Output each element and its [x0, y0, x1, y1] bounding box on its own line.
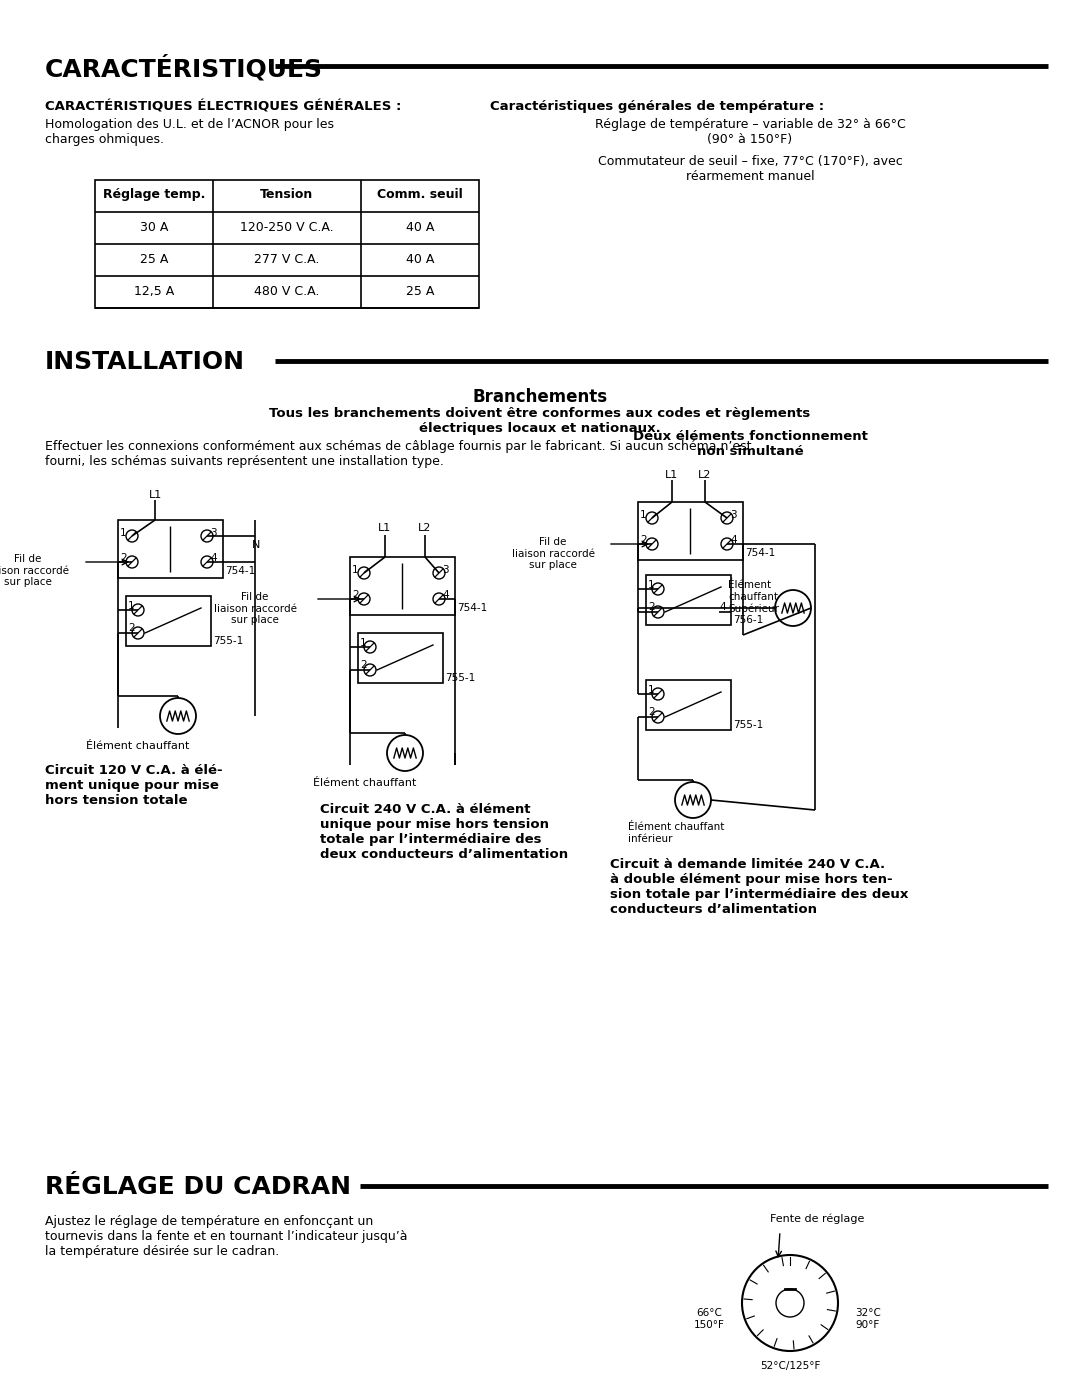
- Text: 2: 2: [648, 602, 654, 612]
- Text: 4: 4: [210, 553, 217, 563]
- Text: 1: 1: [129, 601, 135, 610]
- Text: Circuit 240 V C.A. à élément
unique pour mise hors tension
totale par l’interméd: Circuit 240 V C.A. à élément unique pour…: [320, 803, 568, 861]
- Text: INSTALLATION: INSTALLATION: [45, 351, 245, 374]
- Text: 754-1: 754-1: [457, 604, 487, 613]
- Text: 32°C
90°F: 32°C 90°F: [855, 1308, 881, 1330]
- Text: Élément chauffant
inférieur: Élément chauffant inférieur: [627, 821, 725, 844]
- Text: 755-1: 755-1: [733, 719, 764, 731]
- Text: L2: L2: [418, 522, 431, 534]
- Text: 277 V C.A.: 277 V C.A.: [254, 253, 320, 265]
- Text: Comm. seuil: Comm. seuil: [377, 189, 463, 201]
- Text: Circuit à demande limitée 240 V C.A.
à double élément pour mise hors ten-
sion t: Circuit à demande limitée 240 V C.A. à d…: [610, 858, 908, 916]
- Text: 1: 1: [352, 564, 359, 576]
- Text: Circuit 120 V C.A. à élé-
ment unique pour mise
hors tension totale: Circuit 120 V C.A. à élé- ment unique po…: [45, 764, 222, 807]
- Text: 755-1: 755-1: [213, 636, 243, 645]
- Text: Réglage temp.: Réglage temp.: [103, 189, 205, 201]
- Bar: [118, 520, 222, 578]
- Text: 1: 1: [120, 528, 126, 538]
- Text: Branchements: Branchements: [472, 388, 608, 407]
- Text: 4: 4: [719, 602, 726, 612]
- Text: Fil de
liaison raccordé
sur place: Fil de liaison raccordé sur place: [214, 592, 297, 626]
- Text: 1: 1: [648, 580, 654, 590]
- Bar: [95, 180, 480, 307]
- Text: 480 V C.A.: 480 V C.A.: [254, 285, 320, 298]
- Text: 1: 1: [640, 510, 647, 520]
- Text: 755-1: 755-1: [445, 673, 475, 683]
- Text: 1: 1: [648, 685, 654, 694]
- Text: 3: 3: [730, 510, 737, 520]
- Text: Fil de
liaison raccordé
sur place: Fil de liaison raccordé sur place: [0, 555, 69, 587]
- Bar: [638, 502, 743, 560]
- Text: Effectuer les connexions conformément aux schémas de câblage fournis par le fabr: Effectuer les connexions conformément au…: [45, 440, 752, 468]
- Text: 3: 3: [210, 528, 217, 538]
- Text: 120-250 V C.A.: 120-250 V C.A.: [240, 221, 334, 235]
- Text: Tension: Tension: [260, 189, 313, 201]
- Text: 4: 4: [730, 535, 737, 545]
- Text: 25 A: 25 A: [139, 253, 168, 265]
- Text: 756-1: 756-1: [733, 615, 764, 624]
- Bar: [646, 576, 731, 624]
- Text: Commutateur de seuil – fixe, 77°C (170°F), avec
réarmement manuel: Commutateur de seuil – fixe, 77°C (170°F…: [597, 155, 903, 183]
- Text: 2: 2: [648, 707, 654, 717]
- Text: Deux éléments fonctionnement
non simultané: Deux éléments fonctionnement non simulta…: [633, 430, 867, 458]
- Text: 2: 2: [640, 535, 647, 545]
- Text: L1: L1: [149, 490, 162, 500]
- Text: Homologation des U.L. et de l’ACNOR pour les
charges ohmiques.: Homologation des U.L. et de l’ACNOR pour…: [45, 117, 334, 147]
- Bar: [646, 680, 731, 731]
- Text: Caractéristiques générales de température :: Caractéristiques générales de températur…: [490, 101, 824, 113]
- Text: RÉGLAGE DU CADRAN: RÉGLAGE DU CADRAN: [45, 1175, 351, 1199]
- Bar: [350, 557, 455, 615]
- Text: N: N: [252, 541, 260, 550]
- Text: L2: L2: [698, 469, 712, 481]
- Text: Élément chauffant: Élément chauffant: [313, 778, 417, 788]
- Text: 1: 1: [360, 638, 366, 648]
- Text: 3: 3: [442, 564, 448, 576]
- Text: Réglage de température – variable de 32° à 66°C
(90° à 150°F): Réglage de température – variable de 32°…: [595, 117, 905, 147]
- Text: 2: 2: [120, 553, 126, 563]
- Text: Élément
chauffant
Supérieur: Élément chauffant Supérieur: [728, 580, 779, 613]
- Text: 40 A: 40 A: [406, 221, 434, 235]
- Text: 4: 4: [442, 590, 448, 599]
- Bar: [126, 597, 211, 645]
- Text: CARACTÉRISTIQUES: CARACTÉRISTIQUES: [45, 54, 323, 81]
- Text: L1: L1: [665, 469, 678, 481]
- Text: 2: 2: [352, 590, 359, 599]
- Text: Fente de réglage: Fente de réglage: [770, 1213, 864, 1224]
- Text: Tous les branchements doivent être conformes aux codes et règlements
électriques: Tous les branchements doivent être confo…: [269, 407, 811, 434]
- Text: 30 A: 30 A: [139, 221, 168, 235]
- Text: 2: 2: [360, 659, 366, 671]
- Text: 754-1: 754-1: [745, 548, 775, 557]
- Bar: [357, 633, 443, 683]
- Text: 52°C/125°F: 52°C/125°F: [760, 1361, 820, 1370]
- Text: CARACTÉRISTIQUES ÉLECTRIQUES GÉNÉRALES :: CARACTÉRISTIQUES ÉLECTRIQUES GÉNÉRALES :: [45, 101, 402, 113]
- Text: Ajustez le réglage de température en enfoncçant un
tournevis dans la fente et en: Ajustez le réglage de température en enf…: [45, 1215, 407, 1259]
- Text: 2: 2: [129, 623, 135, 633]
- Text: 25 A: 25 A: [406, 285, 434, 298]
- Text: 40 A: 40 A: [406, 253, 434, 265]
- Text: 754-1: 754-1: [225, 566, 255, 576]
- Text: 66°C
150°F: 66°C 150°F: [694, 1308, 725, 1330]
- Text: Fil de
liaison raccordé
sur place: Fil de liaison raccordé sur place: [512, 536, 594, 570]
- Text: Élément chauffant: Élément chauffant: [86, 740, 190, 752]
- Text: L1: L1: [378, 522, 391, 534]
- Text: 12,5 A: 12,5 A: [134, 285, 174, 298]
